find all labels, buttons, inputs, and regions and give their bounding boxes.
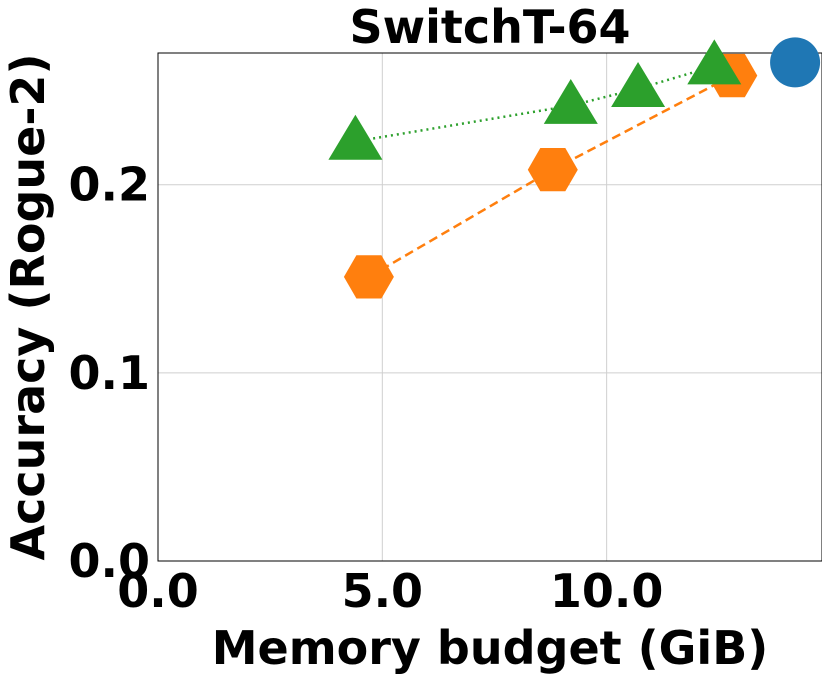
plot-frame [157,52,822,562]
data-point-triangle [328,114,383,160]
series-circle [770,37,821,88]
grid-lines [157,53,822,562]
chart-title: SwitchT-64 [349,0,630,54]
y-tick-label: 0.2 [69,158,151,212]
x-tick-label: 0.0 [117,564,199,618]
data-point-hexagon [527,148,578,192]
y-tick-label: 0.0 [69,534,151,588]
x-tick-label: 10.0 [550,564,664,618]
x-tick-label: 5.0 [342,564,424,618]
series-line [355,65,715,143]
data-point-triangle [611,62,666,107]
x-axis-label: Memory budget (GiB) [212,621,769,675]
y-axis-label: Accuracy (Rogue-2) [1,54,55,561]
data-point-triangle [543,79,598,124]
series-layer [328,37,821,299]
tick-labels: 0.0 5.0 10.0 0.0 0.1 0.2 [69,158,664,618]
data-point-circle [770,37,821,88]
series-hexagon [343,53,758,299]
series-triangle [328,39,742,160]
data-point-hexagon [343,255,394,299]
y-tick-label: 0.1 [69,346,151,400]
data-point-triangle [687,39,742,85]
